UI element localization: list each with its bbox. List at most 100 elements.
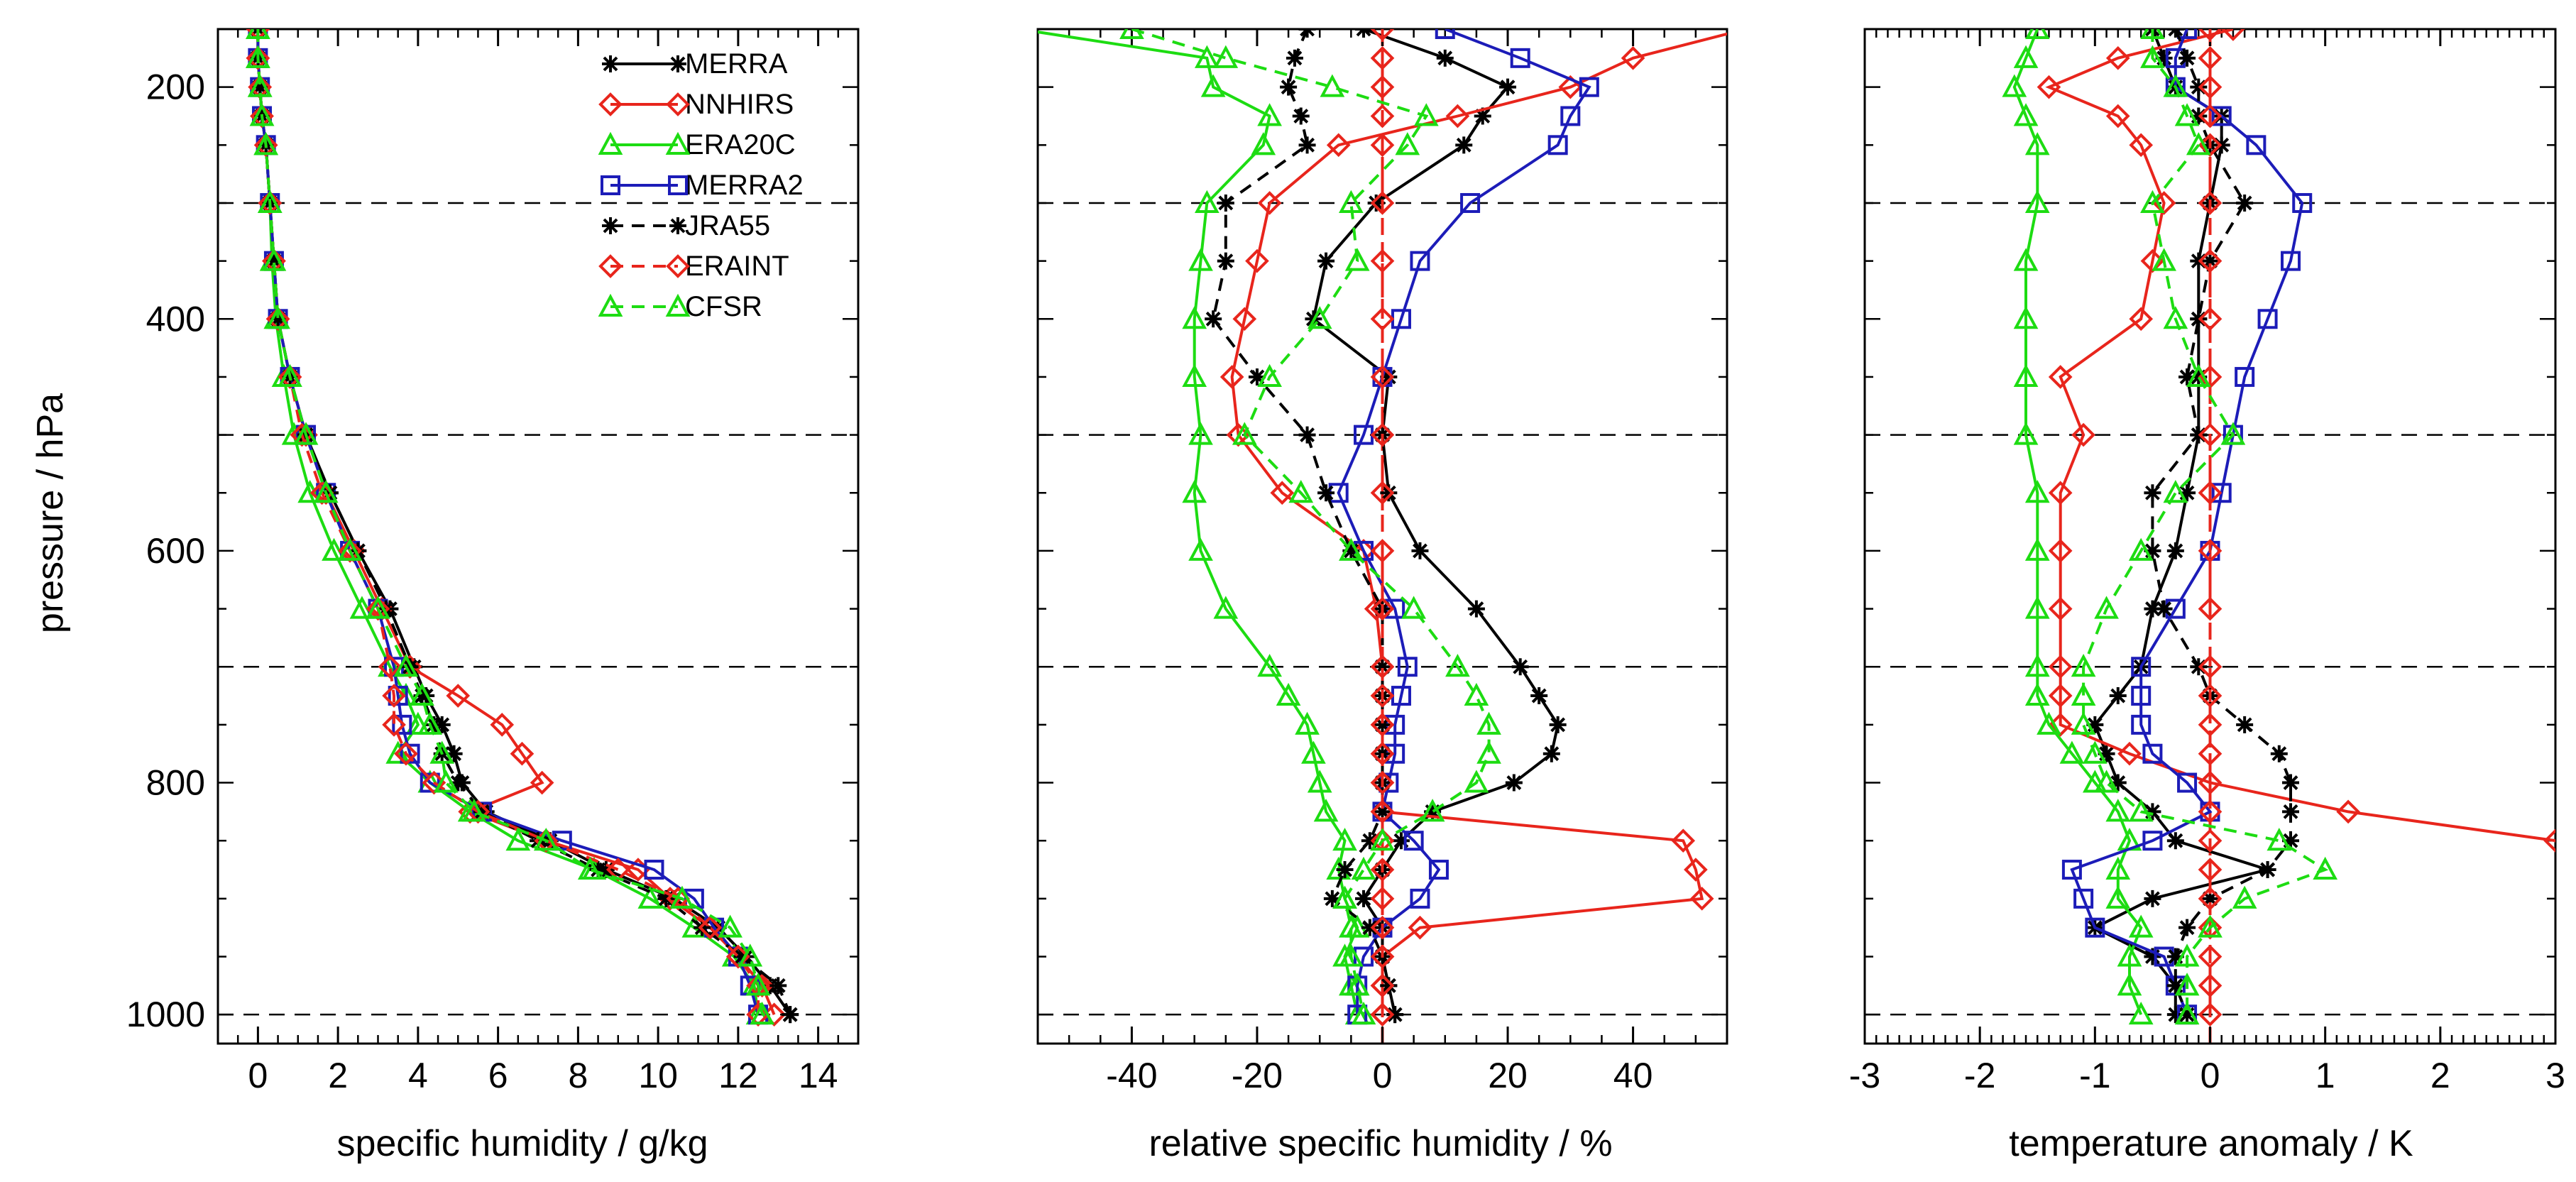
temperature-anomaly-point-merra2-925 bbox=[2085, 917, 2105, 938]
temperature-anomaly-point-cfsr-550 bbox=[2163, 480, 2188, 503]
relative-specific-humidity-point-eraint-200 bbox=[1370, 75, 1395, 99]
temperature-anomaly-point-jra55-650 bbox=[2155, 600, 2173, 618]
temperature-anomaly-point-nnhirs-175 bbox=[2105, 46, 2130, 70]
temperature-anomaly-point-merra2-250 bbox=[2246, 135, 2267, 155]
relative-specific-humidity-point-eraint-800 bbox=[1370, 770, 1395, 795]
specific-humidity-point-cfsr-700 bbox=[393, 654, 419, 677]
relative-specific-humidity-point-merra-800 bbox=[1505, 774, 1523, 792]
temperature-anomaly-point-nnhirs-850 bbox=[2543, 828, 2555, 853]
relative-specific-humidity-point-nnhirs-250 bbox=[1326, 133, 1351, 158]
panel-relative-specific-humidity: relative specific humidity / % -40 -20 0 20… bbox=[1009, 19, 1728, 1164]
temperature-anomaly-point-nnhirs-825 bbox=[2336, 799, 2360, 824]
temperature-anomaly-point-nnhirs-600 bbox=[2048, 539, 2073, 563]
relative-specific-humidity-point-eraint-300 bbox=[1370, 191, 1395, 215]
relative-specific-humidity-point-jra55-700 bbox=[1374, 658, 1391, 676]
panel-specific-humidity: specific humidity / g/kg 200400600800100… bbox=[126, 28, 860, 1164]
relative-specific-humidity-point-era20c-500 bbox=[1188, 422, 1213, 445]
legend-marker-right-nnhirs bbox=[666, 92, 690, 116]
specific-humidity-point-merra2-750 bbox=[392, 714, 412, 735]
temperature-anomaly-series-merra2 bbox=[2061, 29, 2313, 1025]
relative-specific-humidity-point-merra-150 bbox=[1355, 29, 1373, 38]
temperature-anomaly-point-cfsr-600 bbox=[2128, 537, 2154, 561]
relative-specific-humidity-point-nnhirs-225 bbox=[1445, 104, 1470, 128]
x-axis-label-relative-specific-humidity: relative specific humidity / % bbox=[1149, 1123, 1612, 1164]
specific-humidity-point-eraint-925 bbox=[698, 915, 723, 940]
legend-marker-right-jra55 bbox=[669, 217, 686, 234]
temperature-anomaly-series-group bbox=[2002, 29, 2576, 1027]
relative-specific-humidity-point-merra2-200 bbox=[1579, 77, 1599, 97]
relative-specific-humidity-point-nnhirs-450 bbox=[1220, 365, 1244, 389]
temperature-anomaly-point-merra-175 bbox=[2155, 49, 2173, 67]
specific-humidity-point-cfsr-800 bbox=[433, 770, 459, 793]
specific-humidity-point-jra55-900 bbox=[657, 890, 675, 907]
temperature-anomaly-point-cfsr-450 bbox=[2186, 363, 2211, 387]
temperature-anomaly-point-cfsr-350 bbox=[2152, 248, 2176, 271]
legend-marker-left-jra55 bbox=[602, 217, 619, 234]
relative-specific-humidity-point-jra55-400 bbox=[1205, 310, 1222, 328]
relative-specific-humidity-point-jra55-250 bbox=[1298, 136, 1316, 154]
relative-specific-humidity-point-nnhirs-175 bbox=[1621, 46, 1645, 70]
relative-specific-humidity-point-merra-550 bbox=[1380, 484, 1398, 502]
specific-humidity-point-eraint-775 bbox=[394, 741, 418, 766]
temperature-anomaly-point-merra-550 bbox=[2178, 484, 2196, 502]
temperature-anomaly-point-merra2-875 bbox=[2061, 860, 2082, 880]
specific-humidity-point-jra55-875 bbox=[589, 861, 607, 879]
temperature-anomaly-point-nnhirs-875 bbox=[2568, 860, 2576, 880]
temperature-anomaly-point-cfsr-650 bbox=[2094, 596, 2119, 619]
relative-specific-humidity-point-cfsr-550 bbox=[1288, 480, 1314, 503]
temperature-anomaly-point-merra2-850 bbox=[2142, 831, 2163, 851]
specific-humidity-point-merra2-875 bbox=[644, 860, 664, 880]
relative-specific-humidity-point-era20c-725 bbox=[1276, 682, 1301, 706]
y-axis-label: pressure / hPa bbox=[30, 393, 71, 633]
specific-humidity-point-cfsr-975 bbox=[745, 973, 771, 996]
specific-humidity-point-nnhirs-725 bbox=[446, 684, 471, 708]
temperature-anomaly-point-cfsr-800 bbox=[2094, 770, 2119, 793]
specific-humidity-point-eraint-725 bbox=[382, 684, 406, 708]
relative-specific-humidity-point-era20c-650 bbox=[1213, 596, 1239, 619]
relative-specific-humidity-point-jra55-600 bbox=[1342, 542, 1360, 559]
relative-specific-humidity-point-cfsr-175 bbox=[1213, 45, 1239, 68]
relative-specific-humidity-point-eraint-600 bbox=[1370, 539, 1395, 563]
specific-humidity-point-jra55-975 bbox=[769, 977, 787, 995]
relative-specific-humidity-point-era20c-300 bbox=[1194, 190, 1220, 213]
temperature-anomaly-point-merra-750 bbox=[2086, 716, 2104, 733]
y-tick-label-400: 400 bbox=[146, 299, 205, 339]
temperature-anomaly-point-era20c-175 bbox=[2013, 45, 2039, 68]
specific-humidity-point-cfsr-150 bbox=[246, 29, 270, 39]
relative-specific-humidity-x-tick-label--20: -20 bbox=[1232, 1056, 1283, 1095]
relative-specific-humidity-point-eraint-400 bbox=[1370, 307, 1395, 332]
legend-marker-left-nnhirs bbox=[598, 92, 623, 116]
relative-specific-humidity-point-eraint-175 bbox=[1370, 46, 1395, 70]
temperature-anomaly-series-merra bbox=[2086, 29, 2276, 1024]
specific-humidity-point-cfsr-350 bbox=[261, 248, 287, 271]
relative-specific-humidity-point-nnhirs-350 bbox=[1245, 248, 1269, 273]
specific-humidity-point-cfsr-750 bbox=[417, 711, 443, 735]
relative-specific-humidity-point-jra55-150 bbox=[1298, 29, 1316, 38]
relative-specific-humidity-point-merra-850 bbox=[1392, 832, 1410, 850]
legend-marker-right-era20c bbox=[665, 131, 691, 155]
specific-humidity-point-merra2-725 bbox=[388, 686, 408, 706]
relative-specific-humidity-point-jra55-450 bbox=[1248, 368, 1266, 385]
temperature-anomaly-point-eraint-600 bbox=[2198, 539, 2223, 563]
temperature-anomaly-point-nnhirs-700 bbox=[2048, 655, 2073, 679]
relative-specific-humidity-point-nnhirs-300 bbox=[1257, 191, 1282, 215]
relative-specific-humidity-x-tick-label-40: 40 bbox=[1613, 1056, 1653, 1095]
temperature-anomaly-point-nnhirs-725 bbox=[2048, 684, 2073, 708]
relative-specific-humidity-point-cfsr-300 bbox=[1339, 190, 1364, 213]
specific-humidity-point-cfsr-775 bbox=[429, 740, 455, 764]
specific-humidity-point-jra55-800 bbox=[449, 774, 467, 792]
temperature-anomaly-point-era20c-300 bbox=[2024, 190, 2050, 213]
temperature-anomaly-point-cfsr-775 bbox=[2082, 740, 2108, 764]
specific-humidity-point-cfsr-900 bbox=[669, 885, 695, 909]
relative-specific-humidity-point-era20c-150 bbox=[1009, 19, 1029, 38]
relative-specific-humidity-point-cfsr-500 bbox=[1232, 422, 1257, 445]
temperature-anomaly-line-jra55 bbox=[2151, 29, 2292, 1015]
relative-specific-humidity-point-eraint-750 bbox=[1370, 713, 1395, 737]
temperature-anomaly-point-jra55-750 bbox=[2236, 716, 2254, 733]
specific-humidity-point-cfsr-200 bbox=[247, 74, 273, 97]
relative-specific-humidity-series-cfsr bbox=[1119, 29, 1501, 1025]
specific-humidity-point-era20c-775 bbox=[385, 740, 411, 764]
relative-specific-humidity-point-cfsr-975 bbox=[1344, 973, 1370, 996]
relative-specific-humidity-line-merra2 bbox=[1337, 29, 1591, 1015]
specific-humidity-x-tick-label-8: 8 bbox=[568, 1056, 588, 1095]
